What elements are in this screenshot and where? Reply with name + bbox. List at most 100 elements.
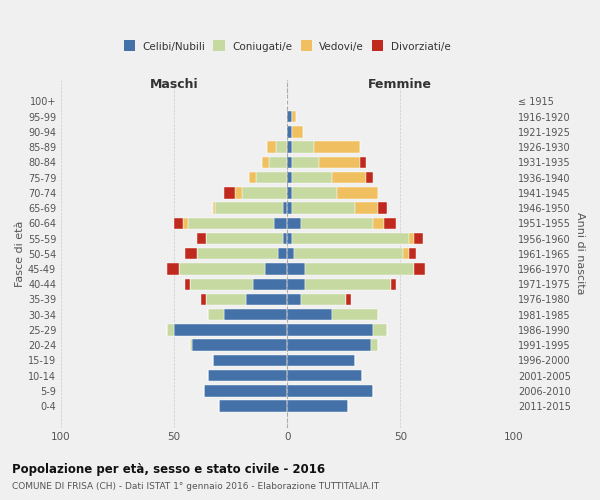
Bar [287,324,373,336]
Bar [185,248,197,260]
Bar [287,233,292,244]
Bar [287,142,292,153]
Bar [208,309,224,320]
Bar [283,202,287,213]
Bar [190,340,192,351]
Bar [183,218,188,229]
Bar [212,354,287,366]
Bar [292,172,332,184]
Bar [292,111,296,122]
Bar [190,278,253,290]
Bar [276,142,287,153]
Bar [287,370,362,382]
Bar [292,142,314,153]
Bar [385,218,396,229]
Bar [287,172,292,184]
Bar [301,218,373,229]
Bar [265,264,287,274]
Bar [203,385,287,396]
Bar [235,187,242,198]
Bar [292,233,409,244]
Bar [292,156,319,168]
Bar [287,309,332,320]
Bar [292,187,337,198]
Y-axis label: Anni di nascita: Anni di nascita [575,212,585,295]
Bar [332,172,367,184]
Bar [373,324,387,336]
Legend: Celibi/Nubili, Coniugati/e, Vedovi/e, Divorziati/e: Celibi/Nubili, Coniugati/e, Vedovi/e, Di… [121,40,453,54]
Bar [287,202,292,213]
Bar [201,294,206,305]
Bar [192,340,287,351]
Bar [287,248,294,260]
Bar [262,156,269,168]
Text: COMUNE DI FRISA (CH) - Dati ISTAT 1° gennaio 2016 - Elaborazione TUTTITALIA.IT: COMUNE DI FRISA (CH) - Dati ISTAT 1° gen… [12,482,379,491]
Text: Popolazione per età, sesso e stato civile - 2016: Popolazione per età, sesso e stato civil… [12,462,325,475]
Bar [355,202,377,213]
Bar [278,248,287,260]
Bar [242,187,287,198]
Bar [220,400,287,412]
Bar [294,248,403,260]
Y-axis label: Fasce di età: Fasce di età [15,220,25,287]
Bar [371,340,377,351]
Text: Maschi: Maschi [150,78,199,90]
Bar [167,324,174,336]
Bar [185,278,190,290]
Bar [283,233,287,244]
Bar [249,172,256,184]
Bar [287,354,355,366]
Bar [274,218,287,229]
Bar [391,278,396,290]
Bar [167,264,179,274]
Bar [319,156,359,168]
Bar [287,218,301,229]
Bar [287,340,371,351]
Bar [414,264,425,274]
Bar [197,233,206,244]
Bar [287,278,305,290]
Bar [247,294,287,305]
Bar [346,294,350,305]
Bar [208,370,287,382]
Text: Femmine: Femmine [368,78,432,90]
Bar [287,264,305,274]
Bar [212,202,215,213]
Bar [287,126,292,138]
Bar [287,294,301,305]
Bar [269,156,287,168]
Bar [174,218,183,229]
Bar [337,187,377,198]
Bar [301,294,346,305]
Bar [305,278,391,290]
Bar [314,142,359,153]
Bar [377,202,387,213]
Bar [359,156,367,168]
Bar [287,400,348,412]
Bar [305,264,414,274]
Bar [256,172,287,184]
Bar [287,111,292,122]
Bar [215,202,283,213]
Bar [206,294,247,305]
Bar [224,309,287,320]
Bar [373,218,385,229]
Bar [414,233,423,244]
Bar [367,172,373,184]
Bar [253,278,287,290]
Bar [224,187,235,198]
Bar [409,248,416,260]
Bar [403,248,409,260]
Bar [332,309,377,320]
Bar [188,218,274,229]
Bar [179,264,265,274]
Bar [287,156,292,168]
Bar [287,187,292,198]
Bar [206,233,283,244]
Bar [409,233,414,244]
Bar [174,324,287,336]
Bar [292,126,303,138]
Bar [197,248,278,260]
Bar [292,202,355,213]
Bar [267,142,276,153]
